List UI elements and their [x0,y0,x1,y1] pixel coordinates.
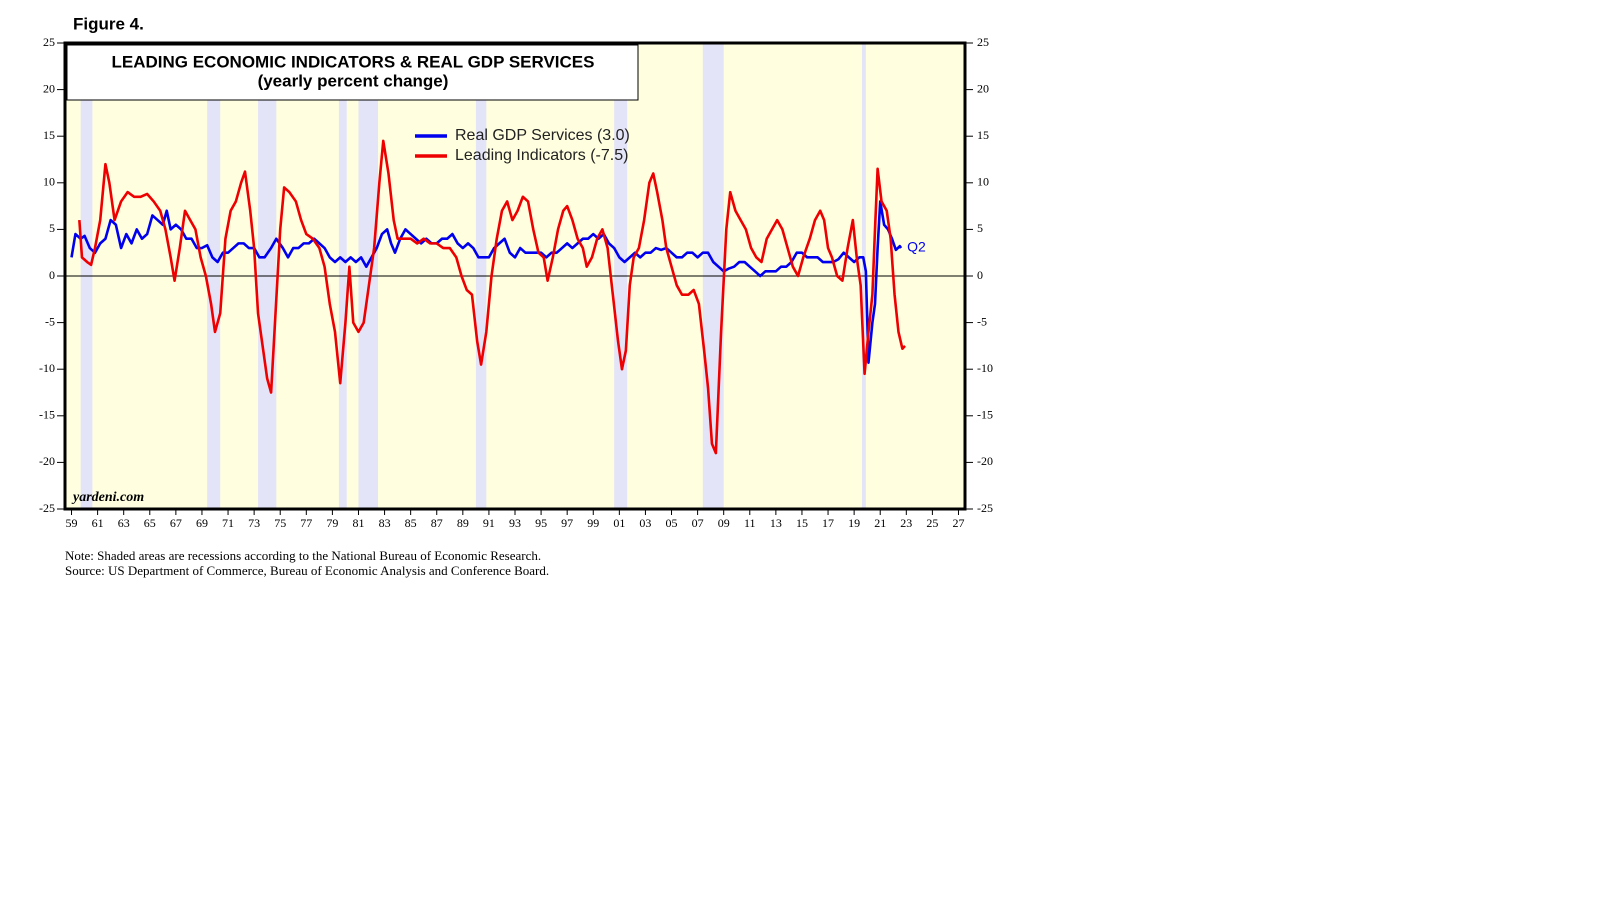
x-tick-label: 75 [274,516,286,530]
x-tick-label: 69 [196,516,208,530]
x-tick-label: 61 [92,516,104,530]
x-tick-label: 77 [300,516,312,530]
x-tick-label: 15 [796,516,808,530]
x-tick-label: 79 [326,516,338,530]
y2-tick-label: 15 [977,128,989,142]
y-tick-label: 0 [49,268,55,282]
y2-tick-label: 25 [977,35,989,49]
y-tick-label: -20 [39,454,55,468]
y-tick-label: 5 [49,221,55,235]
y-tick-label: -10 [39,361,55,375]
x-tick-label: 59 [66,516,78,530]
annotation: Q2 [907,239,926,255]
x-tick-label: 81 [352,516,364,530]
y2-tick-label: -5 [977,314,987,328]
note: Note: Shaded areas are recessions accord… [65,548,541,563]
x-tick-label: 05 [666,516,678,530]
y2-tick-label: 10 [977,175,989,189]
y-tick-label: -25 [39,501,55,515]
y2-tick-label: 5 [977,221,983,235]
x-tick-label: 27 [952,516,964,530]
figure-label: Figure 4. [73,14,144,33]
x-tick-label: 89 [457,516,469,530]
x-tick-label: 71 [222,516,234,530]
y-tick-label: 20 [43,81,55,95]
y-tick-label: 25 [43,35,55,49]
watermark: yardeni.com [71,490,144,505]
x-tick-label: 91 [483,516,495,530]
x-tick-label: 87 [431,516,443,530]
x-tick-label: 07 [692,516,704,530]
y2-tick-label: -10 [977,361,993,375]
y-tick-label: 10 [43,175,55,189]
y2-tick-label: 20 [977,81,989,95]
series-layer [70,139,906,455]
x-tick-label: 73 [248,516,260,530]
legend-label: Real GDP Services (3.0) [455,127,630,144]
x-tick-label: 93 [509,516,521,530]
x-tick-label: 17 [822,516,834,530]
x-tick-label: 13 [770,516,782,530]
plot-frame [63,41,967,511]
x-tick-label: 83 [379,516,391,530]
y2-tick-label: -25 [977,501,993,515]
x-tick-label: 03 [639,516,651,530]
x-tick-label: 11 [744,516,756,530]
x-tick-label: 95 [535,516,547,530]
x-tick-label: 01 [613,516,625,530]
y-tick-label: -15 [39,408,55,422]
series-line [78,139,906,455]
title-box [66,44,639,101]
x-tick-label: 65 [144,516,156,530]
y2-tick-label: -20 [977,454,993,468]
source: Source: US Department of Commerce, Burea… [65,563,549,578]
y-tick-label: -5 [45,314,55,328]
y2-tick-label: 0 [977,268,983,282]
legend-label: Leading Indicators (-7.5) [455,147,628,164]
x-tick-label: 23 [900,516,912,530]
x-tick-label: 97 [561,516,573,530]
x-tick-label: 19 [848,516,860,530]
chart-subtitle: (yearly percent change) [258,71,449,90]
y-tick-label: 15 [43,128,55,142]
x-tick-label: 25 [926,516,938,530]
chart-title: LEADING ECONOMIC INDICATORS & REAL GDP S… [112,52,595,71]
x-tick-label: 99 [587,516,599,530]
x-tick-label: 85 [405,516,417,530]
x-tick-label: 67 [170,516,182,530]
x-tick-label: 09 [718,516,730,530]
y2-tick-label: -15 [977,408,993,422]
x-tick-label: 21 [874,516,886,530]
x-tick-label: 63 [118,516,130,530]
